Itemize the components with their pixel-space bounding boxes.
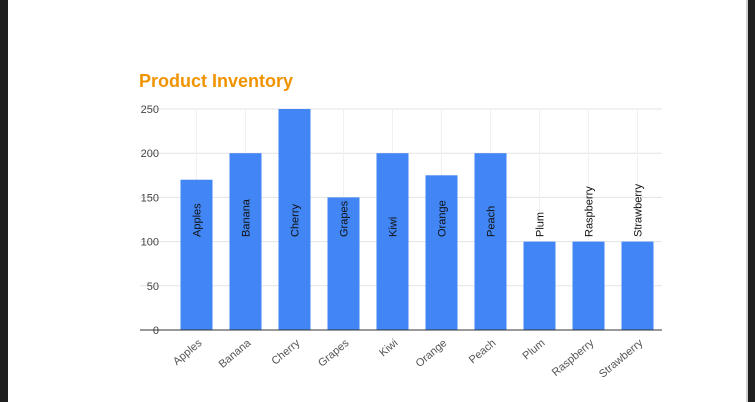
bar-data-label: Orange	[437, 200, 449, 237]
bar	[621, 241, 654, 330]
y-tick-label: 0	[153, 325, 159, 337]
y-tick-label: 250	[141, 104, 159, 116]
bar-data-labels: Apples Banana Cherry Grapes Kiwi Orange Peach P…	[192, 183, 645, 237]
y-tick-label: 100	[141, 237, 159, 249]
bar	[523, 241, 556, 330]
x-tick-label: Cherry	[269, 337, 302, 368]
x-tick-label: Peach	[467, 337, 499, 366]
bar	[474, 153, 507, 330]
bar-data-label: Strawberry	[633, 183, 645, 237]
bar	[229, 153, 262, 330]
bar	[327, 197, 360, 330]
y-tick-label: 200	[141, 148, 159, 160]
bar-data-label: Kiwi	[388, 217, 400, 237]
bar	[376, 153, 409, 330]
bar-data-label: Plum	[535, 212, 547, 237]
bar-data-label: Raspberry	[584, 186, 596, 237]
bar-data-label: Cherry	[290, 203, 302, 237]
bar-data-label: Banana	[241, 198, 253, 237]
x-tick-label: Plum	[521, 337, 548, 362]
bar	[425, 175, 458, 330]
bar	[572, 241, 605, 330]
x-tick-label: Banana	[217, 337, 254, 371]
y-tick-label: 150	[141, 192, 159, 204]
x-tick-label: Orange	[414, 337, 450, 370]
x-tick-label: Grapes	[316, 337, 352, 370]
x-axis-tick-labels: Apples Banana Cherry Grapes Kiwi Orange Peach P…	[171, 337, 646, 381]
x-tick-label: Strawberry	[597, 337, 646, 381]
y-tick-label: 50	[147, 281, 159, 293]
bar-data-label: Peach	[486, 206, 498, 237]
y-axis-tick-labels: 0 50 100 150 200 250	[141, 104, 159, 337]
x-tick-label: Raspberry	[550, 337, 597, 379]
chart-title: Product Inventory	[139, 71, 293, 91]
x-tick-label: Apples	[171, 337, 205, 368]
bar-data-label: Apples	[192, 203, 204, 237]
bar	[278, 109, 311, 330]
window-edge	[746, 0, 748, 402]
x-tick-label: Kiwi	[377, 337, 400, 359]
bar	[180, 179, 213, 330]
bar-data-label: Grapes	[339, 200, 351, 237]
bars	[180, 109, 654, 330]
